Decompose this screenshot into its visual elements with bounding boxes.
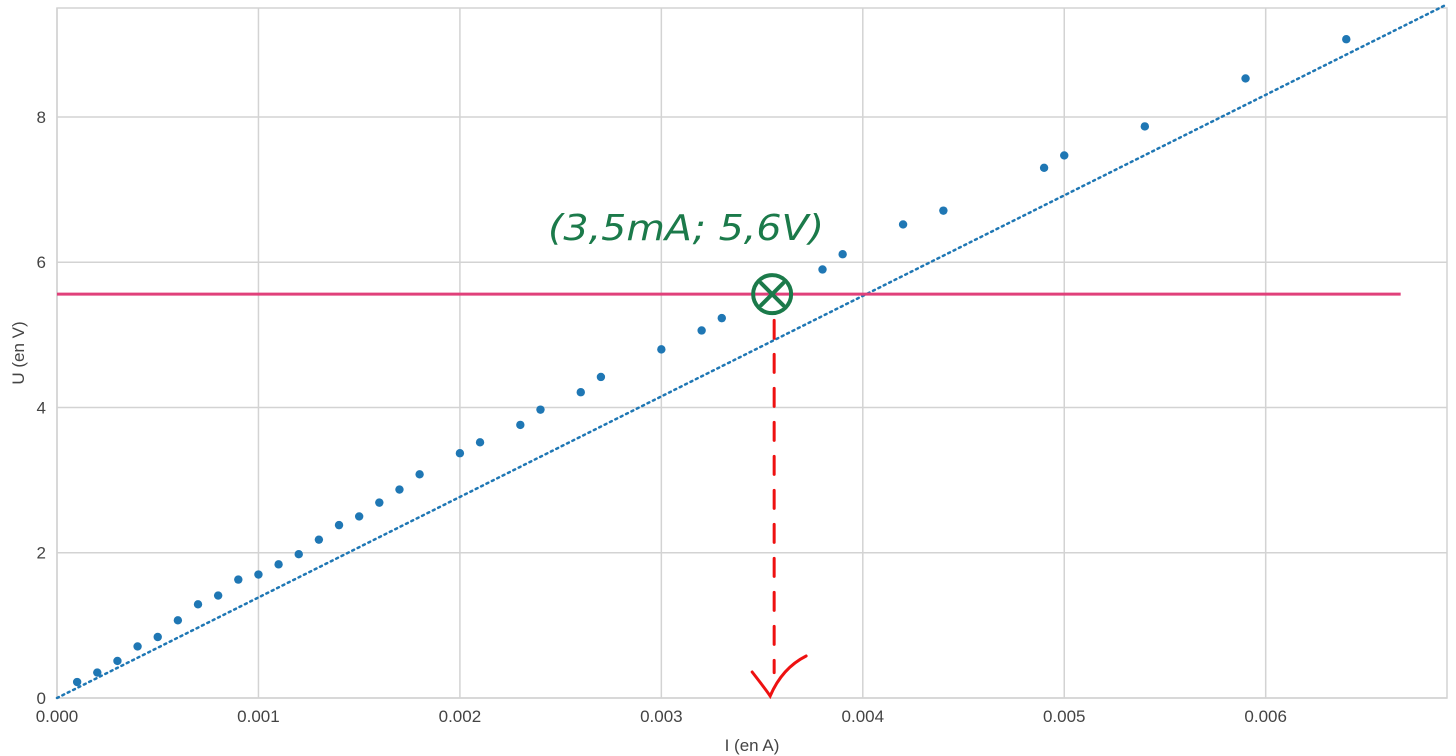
data-point	[354, 512, 364, 521]
data-point	[113, 656, 122, 666]
data-point	[213, 591, 223, 600]
data-point	[657, 345, 666, 354]
data-point	[1060, 151, 1069, 160]
marked-point	[751, 273, 794, 316]
check-mark	[750, 654, 808, 700]
data-point	[375, 498, 384, 507]
data-point	[234, 575, 243, 584]
x-tick-label: 0.000	[36, 707, 79, 726]
data-point	[697, 326, 706, 335]
data-point	[1140, 122, 1150, 131]
x-tick-label: 0.006	[1244, 707, 1287, 726]
y-axis-label: U (en V)	[9, 321, 28, 384]
data-point	[576, 388, 585, 397]
data-point	[274, 560, 283, 569]
drop-line	[750, 318, 808, 700]
data-point	[314, 535, 324, 544]
data-point	[939, 206, 948, 215]
data-point	[898, 220, 908, 229]
y-tick-label: 4	[37, 398, 46, 417]
x-tick-label: 0.004	[842, 707, 885, 726]
data-point	[153, 632, 162, 642]
data-point	[72, 677, 82, 687]
data-point	[818, 265, 827, 274]
x-axis-label: I (en A)	[725, 736, 780, 755]
y-tick-label: 8	[37, 108, 46, 127]
y-tick-labels: 0 2 4 6 8	[37, 108, 46, 708]
y-tick-label: 2	[37, 544, 46, 563]
data-point	[1241, 74, 1250, 83]
data-point	[294, 549, 303, 559]
data-point	[475, 438, 485, 447]
axes-frame	[56, 7, 1448, 699]
data-point	[455, 449, 465, 458]
data-point	[173, 616, 183, 625]
plot-border	[56, 7, 1448, 699]
x-tick-label: 0.003	[640, 707, 683, 726]
data-points	[72, 35, 1351, 687]
x-tick-label: 0.005	[1043, 707, 1086, 726]
data-point	[1039, 163, 1049, 172]
trendline	[55, 3, 1449, 700]
data-point	[395, 485, 404, 494]
data-point	[193, 600, 203, 609]
data-point	[415, 470, 424, 479]
x-tick-label: 0.002	[439, 707, 482, 726]
intersection-circle	[751, 273, 794, 316]
grid	[56, 8, 1447, 699]
data-point	[838, 250, 847, 259]
trendline-path	[55, 3, 1449, 700]
data-point	[133, 642, 142, 651]
y-tick-label: 0	[37, 689, 46, 708]
data-point	[536, 405, 545, 414]
annotation-text: (3,5mA; 5,6V)	[548, 208, 824, 249]
y-tick-label: 6	[37, 253, 46, 272]
intersection-cross	[759, 281, 786, 308]
x-tick-labels: 0.000 0.001 0.002 0.003 0.004 0.005 0.006	[36, 707, 1287, 726]
x-tick-label: 0.001	[237, 707, 280, 726]
data-point	[334, 520, 344, 530]
data-point	[1342, 35, 1351, 44]
data-point	[254, 570, 263, 579]
data-point	[717, 313, 726, 323]
data-point	[596, 372, 606, 382]
data-point	[93, 668, 102, 677]
data-point	[516, 420, 525, 430]
